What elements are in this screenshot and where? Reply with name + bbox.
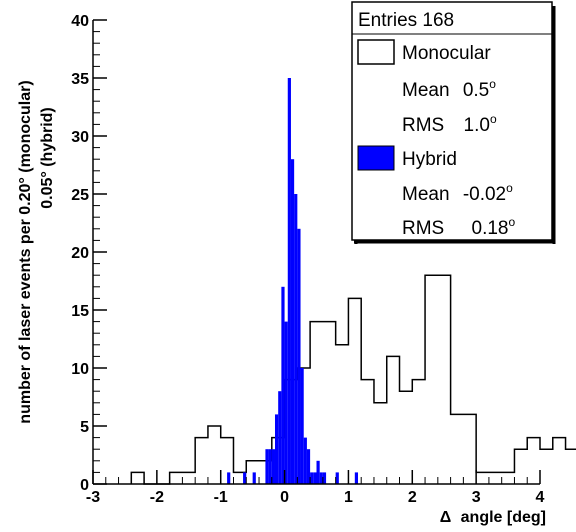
hybrid-bar (287, 78, 291, 484)
hybrid-bar (278, 391, 282, 484)
y-tick-label: 40 (71, 13, 89, 30)
hybrid-bar (265, 449, 269, 484)
hybrid-bar (297, 228, 301, 484)
hybrid-bar (313, 472, 317, 484)
hybrid-bar (243, 472, 247, 484)
hybrid-bar (284, 321, 288, 484)
y-tick-label: 30 (71, 129, 89, 146)
monocular-histogram-outline (130, 274, 576, 485)
delta-symbol: Δ (440, 509, 452, 526)
hybrid-bar (319, 472, 323, 484)
hybrid-bar (252, 472, 256, 484)
y-tick-label: 15 (71, 303, 89, 320)
legend-monocular-swatch (357, 39, 395, 65)
y-axis-title-line2: 0.05° (hybrid) (39, 107, 56, 209)
x-tick-label: 0 (280, 489, 289, 506)
legend-hybrid-swatch (357, 145, 395, 171)
x-axis-title: Δ angle [deg] (440, 509, 546, 526)
hybrid-bar (322, 472, 327, 484)
hybrid-bar (268, 449, 272, 484)
x-tick-label: 1 (344, 489, 353, 506)
legend-entries: Entries 168 (358, 10, 454, 31)
x-tick-label: 3 (472, 489, 481, 506)
legend-monocular-mean: Mean 0.5o (402, 77, 496, 101)
x-tick-label: -3 (86, 489, 100, 506)
hybrid-bar (310, 472, 314, 484)
legend: Entries 168 Monocular Mean 0.5o RMS 1.0o… (351, 1, 556, 244)
x-tick-label: 2 (408, 489, 417, 506)
legend-hybrid-mean: Mean -0.02o (402, 181, 513, 205)
hybrid-series (227, 78, 359, 484)
y-tick-label: 35 (71, 71, 89, 88)
x-tick-label: 4 (536, 489, 545, 506)
y-tick-label: 20 (71, 245, 89, 262)
y-tick-label: 25 (71, 187, 89, 204)
x-tick-label: -1 (214, 489, 228, 506)
hybrid-bar (335, 472, 339, 484)
hybrid-bar (300, 368, 304, 484)
x-tick-label: -2 (150, 489, 164, 506)
legend-hybrid-rms: RMS 0.18o (402, 215, 516, 239)
y-tick-label: 0 (80, 477, 89, 494)
legend-monocular-label: Monocular (402, 43, 491, 64)
hybrid-bar (316, 460, 320, 484)
y-axis-title-line1: number of laser events per 0.20° (monocu… (17, 80, 34, 423)
hybrid-bar (274, 414, 279, 484)
monocular-series (130, 274, 576, 485)
hybrid-bar (281, 286, 285, 484)
hybrid-bar (290, 159, 295, 484)
hybrid-bar (294, 194, 298, 484)
y-tick-label: 5 (80, 419, 89, 436)
hybrid-bar (354, 472, 359, 484)
hybrid-bar (303, 437, 307, 484)
legend-hybrid-label: Hybrid (402, 149, 457, 170)
hybrid-bar (227, 472, 231, 484)
legend-monocular-rms: RMS 1.0o (402, 112, 497, 136)
hybrid-bar (271, 449, 275, 484)
hybrid-bar (306, 449, 311, 484)
y-tick-label: 10 (71, 361, 89, 378)
